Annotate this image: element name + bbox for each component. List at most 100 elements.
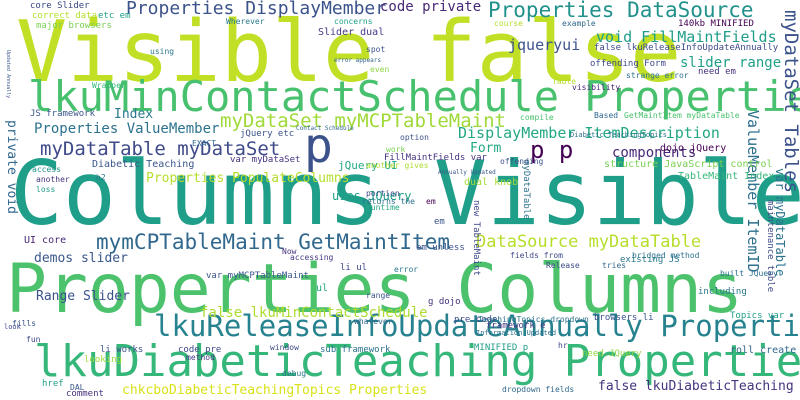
word: jqueryui xyxy=(508,36,581,54)
word: Diabetic TeachingTopics xyxy=(570,131,667,139)
word: need em xyxy=(698,67,736,77)
word: fields from xyxy=(510,251,563,260)
word: Properties DisplayMember xyxy=(126,0,387,19)
word: structure JavaScript control xyxy=(604,159,773,170)
word: Properties ValueMember xyxy=(34,121,220,137)
word: returns the xyxy=(362,197,415,206)
word: em unless xyxy=(416,243,465,253)
word: DataSource myDataTable xyxy=(476,232,702,252)
word: em xyxy=(426,197,436,206)
word: major browsers xyxy=(36,21,112,31)
word: dojo jQuery xyxy=(660,143,727,154)
word: compile xyxy=(520,113,554,122)
word: p p xyxy=(530,136,574,164)
word: dual knob xyxy=(464,177,519,188)
word: mymCPTableMaint GetMaintItem xyxy=(96,230,451,254)
word: JS framework xyxy=(30,109,96,119)
word: lkuReleaseInfoUpdateAnnually Properties xyxy=(154,309,800,343)
word: Visible false xyxy=(16,3,682,102)
word: Range Slider xyxy=(36,289,130,304)
word: DisplayMember ItemDescription xyxy=(458,124,720,142)
word: false lkuMinContactSchedule xyxy=(200,305,428,321)
word: private void xyxy=(4,120,19,214)
word: concerns xyxy=(334,17,373,26)
word: maintenance table xyxy=(765,200,775,293)
word: fills xyxy=(12,319,37,328)
word: MINIFIED p xyxy=(474,343,529,353)
word: Topics var xyxy=(730,311,785,321)
word: looking xyxy=(84,355,122,365)
word: Table xyxy=(552,77,577,86)
word: bridged method xyxy=(632,251,700,260)
word: option xyxy=(400,133,429,142)
word: false lkuDiabeticTeaching xyxy=(598,379,794,394)
word: built JQuery xyxy=(720,269,778,278)
word: whatever xyxy=(354,317,393,326)
word: myDataSet myMCPTableMaint xyxy=(220,110,506,132)
word: correct data xyxy=(32,11,98,21)
word: window xyxy=(270,343,299,352)
word: another gives xyxy=(366,161,429,170)
word: em xyxy=(434,217,445,227)
word: 140kb MINIFIED xyxy=(678,19,754,29)
word: DAL xyxy=(70,383,85,392)
word: roll create xyxy=(730,345,797,356)
word: href xyxy=(42,379,64,389)
word: myDataSet Tables xyxy=(780,10,800,194)
word: Form xyxy=(470,141,502,156)
word: Now xyxy=(282,247,297,256)
word: using xyxy=(150,47,175,56)
word: jQuery etc xyxy=(240,129,295,139)
word: visibility xyxy=(572,83,621,92)
word: TableMaint Index xyxy=(678,171,775,182)
word: loss xyxy=(36,185,56,194)
word: ValueMember ItemID xyxy=(744,110,762,273)
word: code pre xyxy=(178,345,222,355)
word: another xyxy=(36,175,70,184)
word: portion xyxy=(366,189,400,198)
word: example xyxy=(562,19,596,28)
word: lkuMinContactSchedule Properties xyxy=(28,72,800,121)
word: Index xyxy=(114,107,154,122)
word: dropdown fields xyxy=(502,385,575,394)
word: li works xyxy=(100,345,144,355)
word: components xyxy=(612,145,697,161)
word: var myMCPTableMaint xyxy=(206,271,309,281)
word: pre code xyxy=(454,315,498,325)
word: including xyxy=(698,287,747,297)
word: h2 xyxy=(96,173,106,182)
word: tries xyxy=(602,261,627,270)
word: ul xyxy=(316,283,329,294)
word: new TableMaint xyxy=(471,200,481,276)
word: p xyxy=(304,118,333,174)
word: FillMaintFields var xyxy=(384,153,487,163)
word: GetMaintItem myDataTable xyxy=(624,111,740,120)
word: g dojo xyxy=(428,297,461,307)
word: false lkuReleaseInfoUpdateAnnually xyxy=(594,43,779,53)
word: Wherever xyxy=(226,17,265,26)
word: code private xyxy=(380,0,482,15)
word: look xyxy=(4,323,21,331)
word: EXACT xyxy=(192,139,217,148)
word: var myDataSet xyxy=(230,155,301,165)
word: offending xyxy=(500,157,544,166)
word: error xyxy=(394,265,419,274)
word: void FillMaintFields xyxy=(596,28,777,46)
word: Diabetic Teaching xyxy=(92,159,195,170)
word: chkcboDiabeticTeachingTopics Properties xyxy=(122,383,428,398)
word: fun xyxy=(26,335,41,344)
word: Updated Annually xyxy=(5,50,11,99)
word: etc em xyxy=(98,11,131,21)
word: demos slider xyxy=(34,251,128,266)
word: UI core xyxy=(24,235,67,246)
word: access xyxy=(32,165,61,174)
word: Wrapper xyxy=(92,81,126,90)
word: framework e xyxy=(486,321,546,331)
word: debug xyxy=(282,369,307,378)
word: existing JS xyxy=(620,255,680,265)
word: method xyxy=(186,353,215,362)
word: li ul xyxy=(340,263,368,273)
word: myDataTable myDataSet xyxy=(40,138,281,160)
word: browsers li xyxy=(594,313,654,323)
